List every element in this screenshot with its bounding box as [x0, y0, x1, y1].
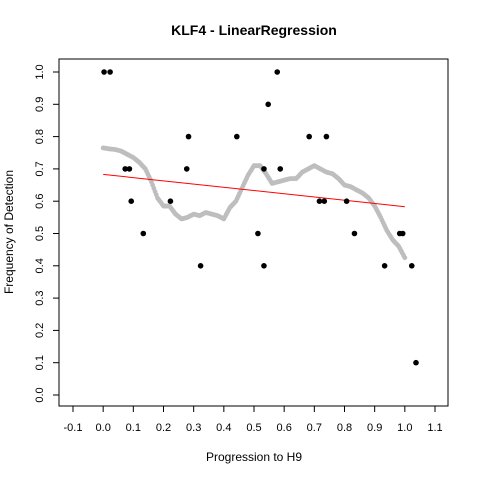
observed-point: [261, 166, 267, 172]
y-axis-label: Frequency of Detection: [2, 170, 16, 294]
observed-point: [381, 263, 388, 269]
chart-title: KLF4 - LinearRegression: [171, 22, 337, 38]
observed-point: [274, 69, 281, 75]
observed-point: [399, 230, 406, 237]
observed-point: [261, 263, 267, 269]
observed-point: [255, 230, 261, 237]
observed-point: [323, 133, 330, 140]
x-tick-label: 0.4: [216, 422, 231, 434]
y-tick-label: 0.3: [34, 290, 46, 305]
observed-point: [197, 263, 204, 269]
observed-point: [306, 133, 313, 140]
observed-point: [234, 133, 240, 140]
x-tick-label: 0.2: [156, 422, 171, 434]
x-tick-label: 0.5: [246, 422, 261, 434]
x-axis-label: Progression to H9: [206, 450, 302, 464]
y-tick-label: 0.9: [34, 97, 46, 112]
x-tick-label: 0.0: [96, 422, 111, 434]
observed-point: [128, 198, 135, 204]
x-tick-label: -0.1: [64, 422, 83, 434]
observed-series: [101, 69, 419, 366]
smoothed-series: [100, 145, 408, 261]
observed-point: [107, 69, 113, 75]
regression-line: [103, 173, 405, 208]
y-tick-label: 0.8: [34, 129, 46, 144]
observed-point: [343, 198, 350, 204]
y-tick-label: 1.0: [34, 64, 46, 79]
observed-point: [167, 198, 174, 204]
x-tick-label: 0.3: [186, 422, 201, 434]
y-tick-label: 0.5: [34, 226, 46, 241]
observed-point: [126, 166, 133, 172]
observed-point: [316, 198, 323, 204]
y-tick-label: 0.7: [34, 161, 46, 176]
x-tick-label: 0.1: [126, 422, 141, 434]
observed-point: [408, 263, 415, 269]
observed-point: [413, 359, 419, 366]
y-tick-label: 0.0: [34, 387, 46, 402]
observed-point: [277, 166, 284, 172]
smoothed-point: [402, 255, 408, 261]
observed-point: [101, 69, 107, 75]
y-tick-label: 0.4: [34, 258, 46, 273]
x-tick-label: 1.1: [427, 422, 442, 434]
observed-point: [351, 230, 358, 237]
y-tick-label: 0.6: [34, 194, 46, 209]
regression-series: [103, 173, 405, 208]
observed-point: [140, 230, 147, 237]
x-tick-label: 0.7: [307, 422, 322, 434]
y-tick-label: 0.1: [34, 355, 46, 370]
observed-point: [265, 101, 271, 108]
x-axis: -0.1 0.0 0.1 0.2 0.3 0.4 0.5 0.6 0.7 0.8 0.9 1.0 1.1: [64, 406, 443, 434]
x-tick-label: 0.6: [277, 422, 292, 434]
x-tick-label: 1.0: [397, 422, 412, 434]
observed-point: [321, 198, 328, 204]
x-tick-label: 0.8: [337, 422, 352, 434]
x-tick-label: 0.9: [367, 422, 382, 434]
y-tick-label: 0.2: [34, 323, 46, 338]
observed-point: [122, 166, 128, 172]
y-axis: 0.0 0.1 0.2 0.3 0.4 0.5 0.6 0.7 0.8 0.9 1.0: [34, 64, 59, 403]
observed-point: [185, 133, 192, 140]
observed-point: [183, 166, 190, 172]
